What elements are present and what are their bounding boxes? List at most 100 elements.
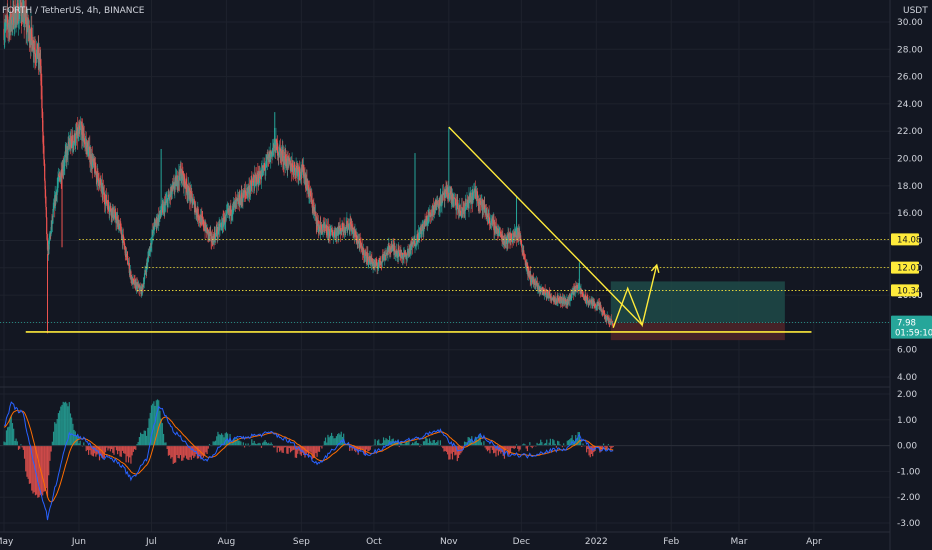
macd-histogram-bar (521, 444, 524, 446)
macd-histogram-bar (358, 445, 360, 449)
candle-body (439, 206, 441, 208)
candle-body (217, 231, 219, 234)
level-price-tag-text: 12.01 (897, 264, 921, 274)
candle-body (156, 218, 158, 226)
macd-histogram-bar (566, 440, 568, 446)
candle-body (403, 254, 405, 257)
candle-body (184, 185, 186, 187)
candle-body (607, 316, 609, 319)
candle-body (215, 232, 217, 234)
macd-tick-label: 2.00 (897, 390, 917, 400)
symbol-header[interactable]: FORTH / TetherUS, 4h, BINANCE (2, 6, 145, 16)
candle-body (165, 202, 167, 204)
candle-body (177, 180, 180, 182)
macd-histogram-bar (612, 445, 614, 448)
candle-body (540, 291, 542, 292)
candle-body (297, 169, 299, 177)
macd-histogram-bar (480, 442, 483, 446)
candle-body (13, 20, 16, 23)
candle-body (319, 223, 321, 232)
candle-body (80, 128, 82, 130)
candle-body (413, 240, 416, 247)
macd-histogram-bar (503, 445, 506, 459)
candle-body (513, 232, 515, 238)
candle-body (415, 244, 417, 245)
candle-body (188, 185, 190, 188)
macd-histogram-bar (312, 445, 315, 459)
macd-histogram-bar (512, 445, 514, 449)
candle-body (313, 207, 315, 212)
candle-body (152, 227, 155, 230)
candle-body (89, 146, 91, 163)
candle-body (405, 253, 407, 257)
level-price-tag[interactable] (891, 284, 919, 297)
candle-body (209, 233, 211, 236)
candle-body (226, 211, 228, 213)
candle-body (85, 141, 87, 146)
candle-body (27, 29, 30, 31)
candle-body (435, 199, 437, 209)
macd-histogram-bar (461, 445, 463, 452)
candle-body (249, 189, 251, 195)
candle-body (263, 166, 265, 171)
candle-body (155, 223, 157, 226)
candle-body (405, 253, 407, 255)
macd-histogram-bar (166, 445, 168, 450)
macd-histogram-bar (214, 440, 217, 446)
candle-body (35, 56, 37, 59)
projection-path[interactable] (612, 264, 658, 329)
candle-body (329, 229, 331, 237)
candle-body (100, 179, 102, 186)
candle-body (73, 141, 75, 146)
candle-body (523, 255, 525, 258)
price-axis[interactable] (890, 0, 932, 550)
candle-body (75, 133, 77, 143)
macd-histogram-bar (320, 445, 322, 447)
candle-body (368, 256, 370, 261)
candle-body (175, 178, 178, 187)
candle-body (218, 223, 220, 232)
macd-histogram-bar (549, 438, 551, 446)
candle-body (17, 23, 19, 25)
candle-body (521, 247, 523, 253)
candle-body (372, 263, 374, 267)
candle-body (600, 306, 602, 311)
last-price-tag[interactable] (891, 315, 932, 339)
time-tick-label: Jul (145, 537, 157, 547)
candle-body (361, 245, 363, 251)
candle-body (591, 303, 593, 306)
candle-body (135, 282, 138, 289)
candle-body (505, 240, 507, 244)
candle-body (205, 222, 207, 230)
candle-body (153, 221, 155, 230)
candle-body (40, 59, 42, 66)
macd-histogram-bar (220, 433, 223, 446)
macd-histogram-bar (270, 442, 272, 446)
candle-body (402, 256, 404, 257)
target-zone[interactable] (610, 281, 785, 323)
level-price-tag[interactable] (891, 261, 919, 274)
candle-body (554, 296, 556, 303)
candle-body (82, 127, 84, 141)
macd-histogram-bar (5, 430, 8, 446)
macd-histogram-bar (581, 445, 583, 447)
candle-body (245, 192, 247, 193)
level-price-tag[interactable] (891, 233, 919, 246)
candle-body (41, 108, 43, 112)
candle-body (378, 261, 380, 265)
macd-histogram-bar (389, 435, 391, 446)
macd-histogram-bar (231, 443, 234, 446)
candle-body (395, 252, 397, 254)
macd-histogram-bar (317, 445, 319, 452)
candle-body (429, 212, 431, 216)
macd-histogram-bar (450, 445, 452, 454)
trend-line[interactable] (448, 126, 643, 326)
candle-body (221, 227, 223, 228)
macd-histogram-bar (316, 445, 318, 457)
candle-body (108, 205, 110, 211)
candle-body (523, 250, 525, 256)
macd-histogram-bar (29, 445, 32, 484)
candle-body (526, 264, 529, 268)
